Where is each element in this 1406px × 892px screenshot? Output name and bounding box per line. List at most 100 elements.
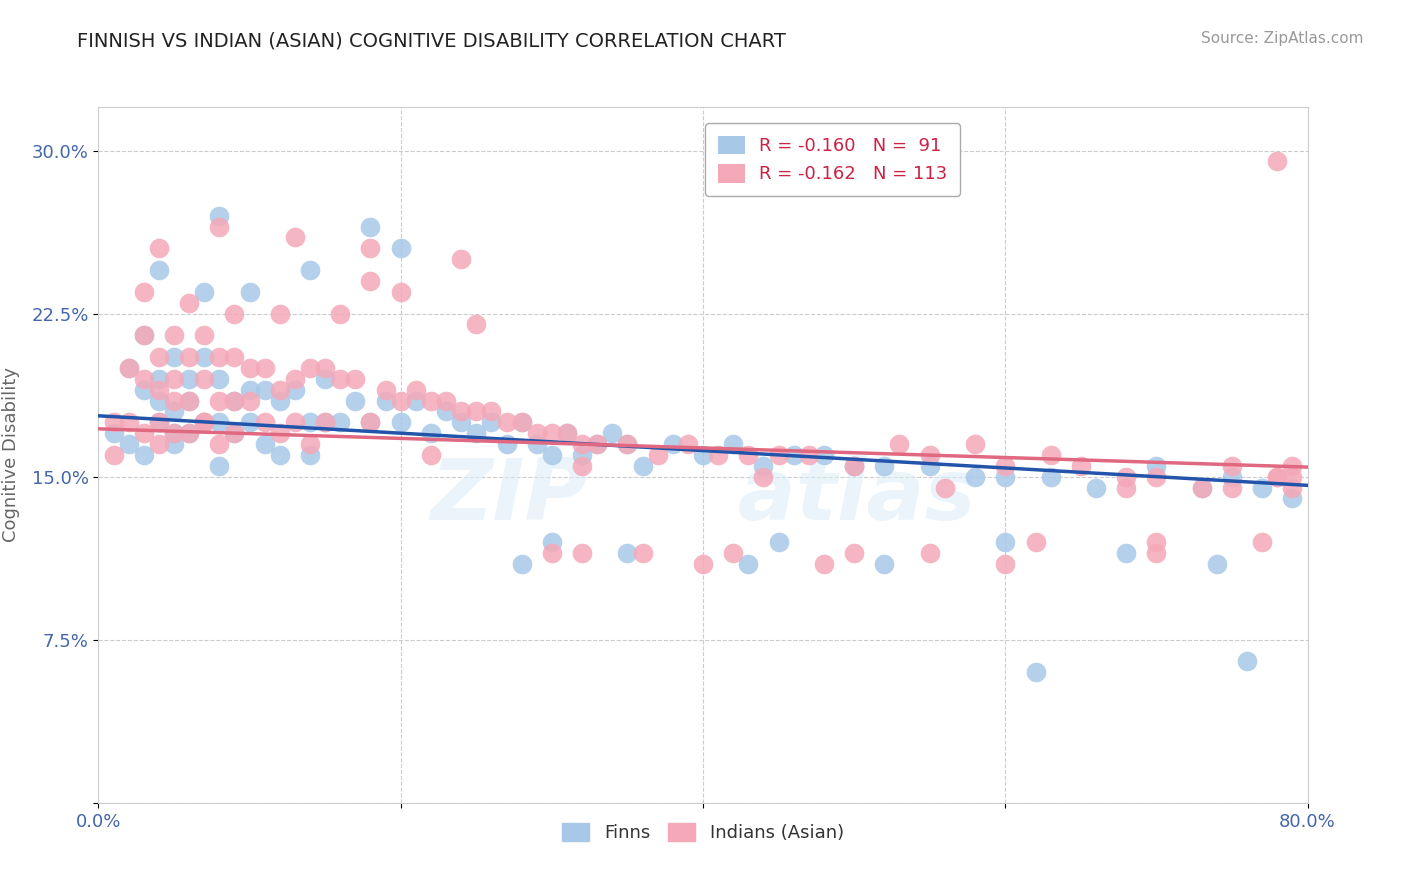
Point <box>420 426 443 441</box>
Point <box>284 415 307 429</box>
Point <box>434 404 457 418</box>
Point <box>253 383 276 397</box>
Point <box>1085 481 1108 495</box>
Point <box>768 448 790 462</box>
Point <box>389 393 412 408</box>
Point <box>676 437 699 451</box>
Point <box>148 350 170 364</box>
Point <box>193 285 215 299</box>
Point <box>737 448 759 462</box>
Text: Source: ZipAtlas.com: Source: ZipAtlas.com <box>1201 31 1364 46</box>
Point <box>253 360 276 375</box>
Point <box>994 557 1017 571</box>
Point <box>284 383 307 397</box>
Point <box>103 415 125 429</box>
Point <box>510 415 533 429</box>
Point <box>314 372 336 386</box>
Point <box>329 415 352 429</box>
Point <box>299 448 322 462</box>
Point <box>132 448 155 462</box>
Point <box>1144 534 1167 549</box>
Point <box>602 426 624 441</box>
Point <box>918 458 941 473</box>
Point <box>148 415 170 429</box>
Point <box>163 404 186 418</box>
Point <box>1281 491 1303 506</box>
Point <box>783 448 806 462</box>
Point <box>586 437 609 451</box>
Point <box>132 328 155 343</box>
Point <box>374 383 396 397</box>
Point <box>844 546 866 560</box>
Point <box>420 448 443 462</box>
Y-axis label: Cognitive Disability: Cognitive Disability <box>3 368 20 542</box>
Point <box>616 546 638 560</box>
Point <box>118 360 141 375</box>
Point <box>797 448 820 462</box>
Point <box>737 557 759 571</box>
Point <box>1115 546 1137 560</box>
Point <box>389 415 412 429</box>
Point <box>329 372 352 386</box>
Point <box>1267 154 1289 169</box>
Point <box>224 426 246 441</box>
Point <box>1070 458 1092 473</box>
Point <box>208 393 231 408</box>
Point <box>239 285 262 299</box>
Point <box>965 437 987 451</box>
Point <box>526 437 548 451</box>
Point <box>314 415 336 429</box>
Point <box>1281 458 1303 473</box>
Point <box>1144 458 1167 473</box>
Point <box>148 383 170 397</box>
Point <box>1191 481 1213 495</box>
Point <box>224 426 246 441</box>
Point <box>723 546 745 560</box>
Point <box>1024 534 1046 549</box>
Point <box>1281 481 1303 495</box>
Point <box>813 448 835 462</box>
Point <box>540 534 562 549</box>
Point <box>450 404 472 418</box>
Point <box>405 393 427 408</box>
Point <box>934 481 956 495</box>
Point <box>889 437 911 451</box>
Point <box>103 426 125 441</box>
Point <box>284 230 307 244</box>
Point <box>299 360 322 375</box>
Point <box>1115 469 1137 483</box>
Point <box>314 360 336 375</box>
Point <box>148 415 170 429</box>
Point <box>965 469 987 483</box>
Point <box>193 350 215 364</box>
Point <box>253 415 276 429</box>
Point <box>495 437 517 451</box>
Point <box>284 372 307 386</box>
Point <box>208 219 231 234</box>
Point <box>631 458 654 473</box>
Point <box>465 404 488 418</box>
Point <box>224 393 246 408</box>
Point <box>148 437 170 451</box>
Point <box>465 426 488 441</box>
Point <box>360 274 382 288</box>
Point <box>1220 458 1243 473</box>
Point <box>571 448 593 462</box>
Point <box>571 437 593 451</box>
Point <box>450 252 472 267</box>
Point <box>420 393 443 408</box>
Point <box>918 448 941 462</box>
Point <box>540 448 562 462</box>
Point <box>148 263 170 277</box>
Point <box>1220 481 1243 495</box>
Point <box>269 426 291 441</box>
Point <box>179 372 201 386</box>
Point <box>360 415 382 429</box>
Point <box>314 415 336 429</box>
Point <box>586 437 609 451</box>
Point <box>1267 469 1289 483</box>
Point <box>540 426 562 441</box>
Point <box>692 557 714 571</box>
Point <box>994 534 1017 549</box>
Point <box>132 285 155 299</box>
